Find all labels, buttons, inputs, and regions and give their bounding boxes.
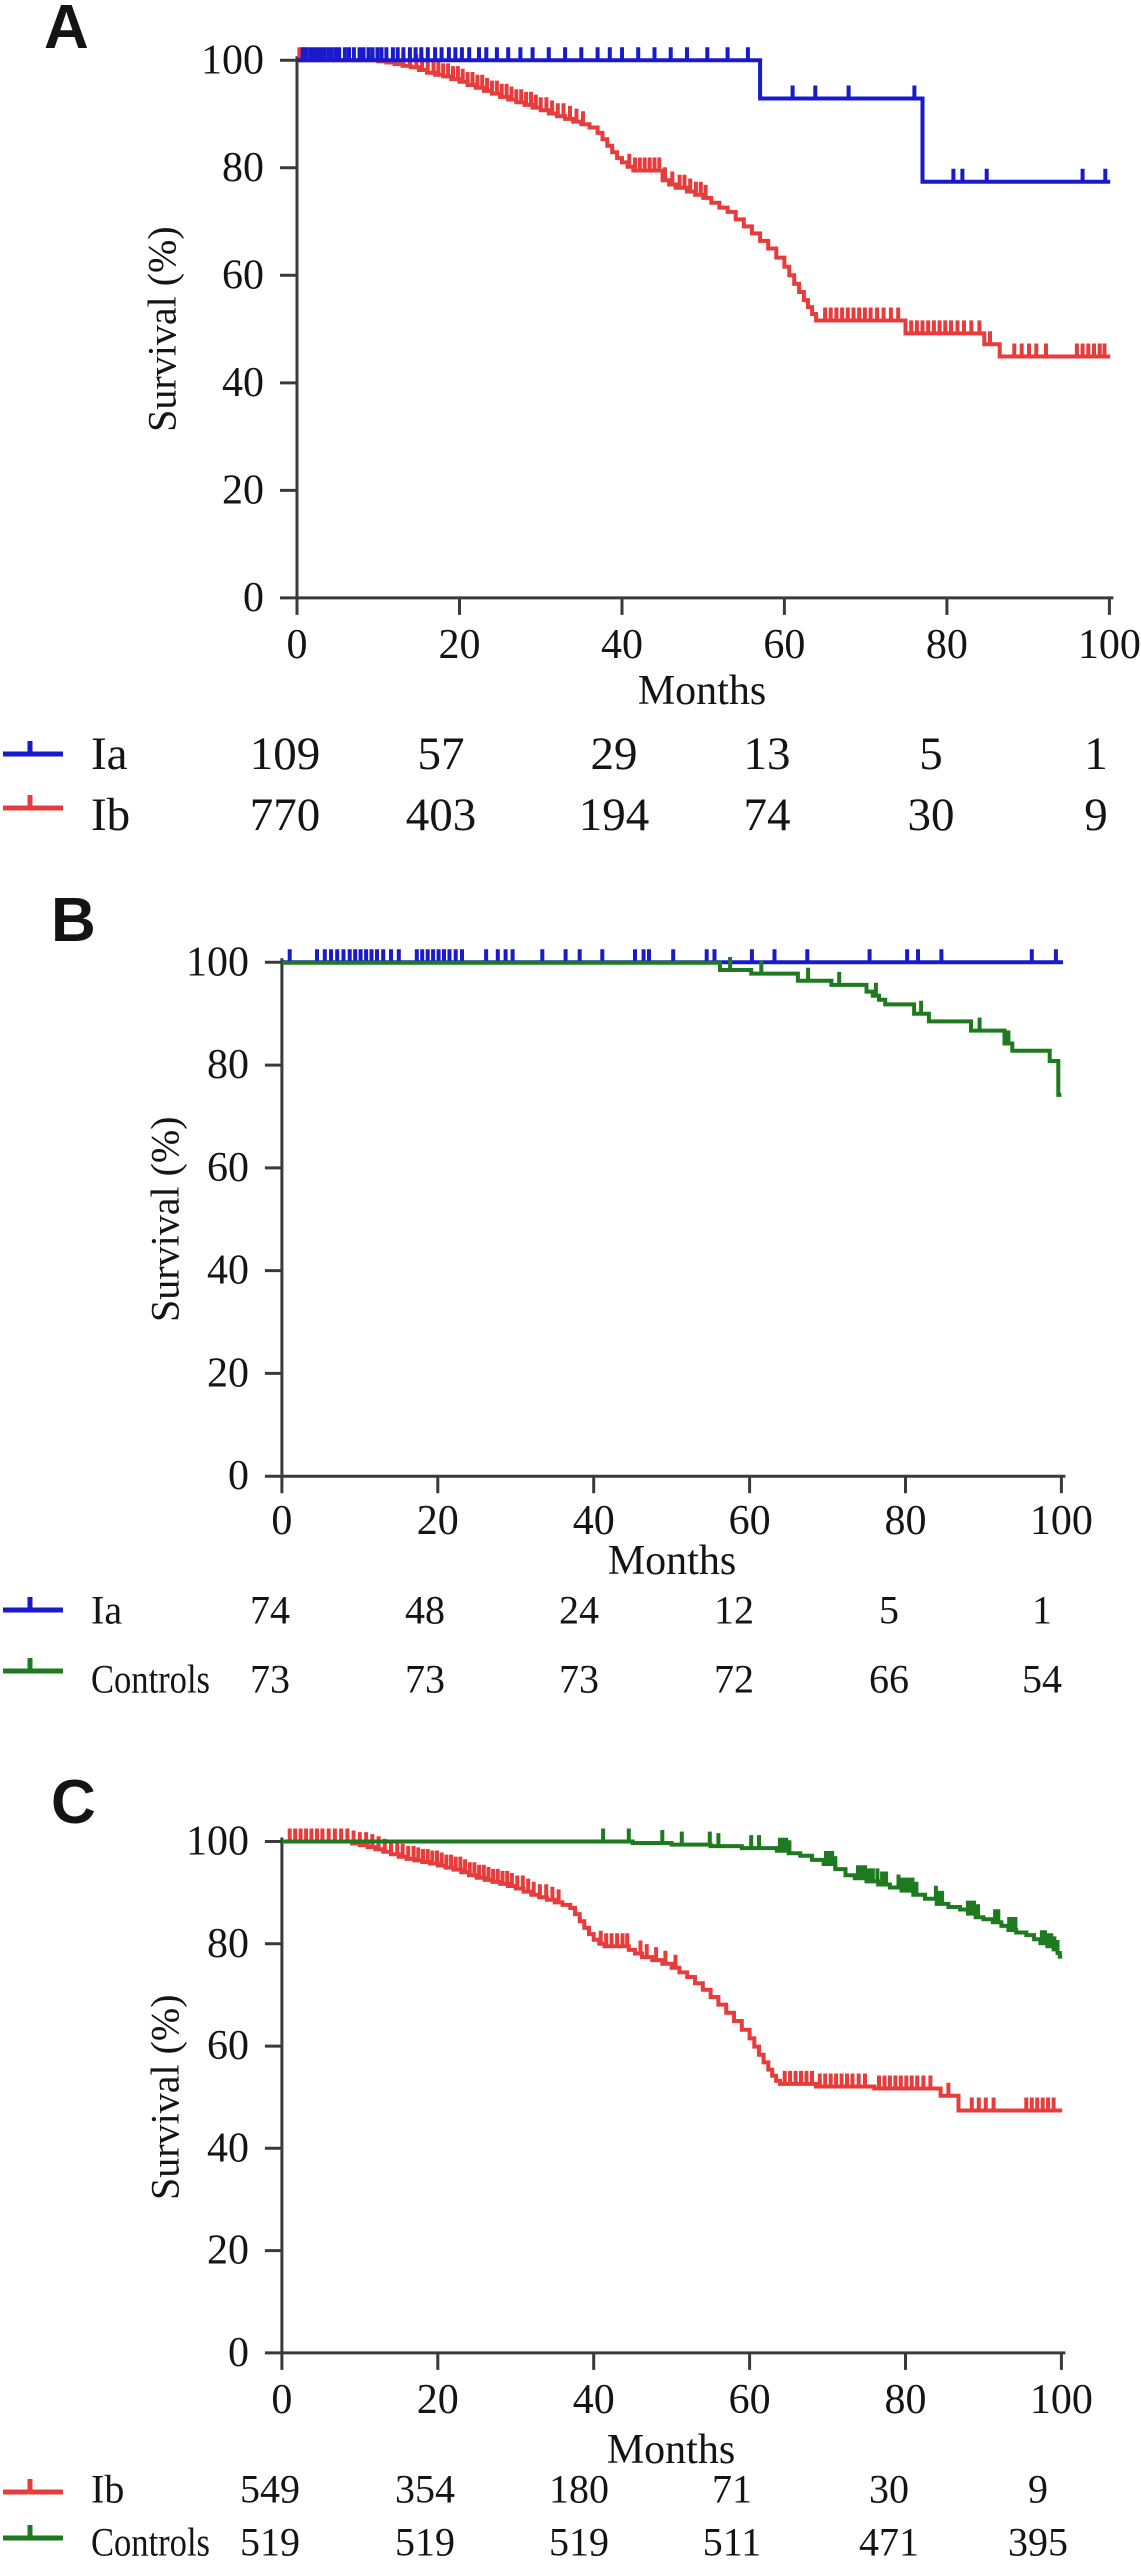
svg-text:80: 80 [926,622,968,668]
svg-text:20: 20 [439,622,481,668]
svg-text:519: 519 [549,2520,609,2560]
svg-text:20: 20 [417,2377,459,2423]
svg-text:20: 20 [222,467,264,513]
svg-text:194: 194 [579,789,650,841]
svg-text:29: 29 [591,728,638,780]
svg-text:60: 60 [729,1498,771,1544]
svg-text:73: 73 [559,1657,599,1702]
svg-text:1: 1 [1032,1588,1052,1633]
svg-text:40: 40 [573,2377,615,2423]
svg-text:Ia: Ia [91,1588,122,1633]
svg-text:A: A [44,0,89,62]
svg-text:57: 57 [418,728,465,780]
svg-text:72: 72 [714,1657,754,1702]
svg-text:30: 30 [869,2467,909,2512]
svg-text:Ia: Ia [91,728,128,780]
svg-text:60: 60 [763,622,805,668]
svg-text:Months: Months [608,1538,736,1584]
svg-text:71: 71 [712,2467,752,2512]
svg-text:73: 73 [250,1657,290,1702]
svg-text:24: 24 [559,1588,599,1633]
svg-text:180: 180 [549,2467,609,2512]
svg-text:Months: Months [638,668,766,714]
svg-text:511: 511 [703,2520,762,2560]
svg-text:770: 770 [250,789,321,841]
svg-text:519: 519 [240,2520,300,2560]
svg-text:20: 20 [207,2228,249,2274]
svg-text:40: 40 [601,622,643,668]
svg-text:Controls: Controls [91,2520,210,2560]
svg-text:13: 13 [744,728,791,780]
svg-text:9: 9 [1084,789,1108,841]
svg-text:B: B [51,886,96,955]
svg-text:60: 60 [729,2377,771,2423]
svg-text:40: 40 [207,1248,249,1294]
svg-text:Ib: Ib [91,789,130,841]
svg-text:471: 471 [859,2520,919,2560]
svg-text:100: 100 [186,939,249,985]
svg-text:80: 80 [885,2377,927,2423]
svg-text:100: 100 [1078,622,1141,668]
svg-text:Survival (%): Survival (%) [143,1116,188,1322]
svg-text:48: 48 [405,1588,445,1633]
svg-text:40: 40 [207,2125,249,2171]
svg-text:80: 80 [885,1498,927,1544]
svg-text:395: 395 [1008,2520,1068,2560]
svg-text:74: 74 [744,789,791,841]
svg-text:60: 60 [207,2023,249,2069]
svg-text:0: 0 [228,1453,249,1499]
svg-text:73: 73 [405,1657,445,1702]
svg-text:66: 66 [869,1657,909,1702]
svg-text:60: 60 [207,1145,249,1191]
svg-text:40: 40 [573,1498,615,1544]
svg-text:354: 354 [395,2467,455,2512]
svg-text:100: 100 [201,37,264,83]
svg-text:100: 100 [1030,2377,1093,2423]
svg-text:519: 519 [395,2520,455,2560]
svg-text:5: 5 [879,1588,899,1633]
svg-text:20: 20 [417,1498,459,1544]
svg-text:60: 60 [222,252,264,298]
svg-text:109: 109 [250,728,321,780]
svg-text:C: C [51,1768,96,1837]
svg-text:30: 30 [908,789,955,841]
svg-text:Controls: Controls [91,1657,210,1702]
svg-text:74: 74 [250,1588,290,1633]
svg-text:Survival (%): Survival (%) [140,226,185,432]
svg-text:54: 54 [1022,1657,1062,1702]
svg-text:549: 549 [240,2467,300,2512]
svg-text:100: 100 [1030,1498,1093,1544]
svg-text:0: 0 [271,2377,292,2423]
svg-text:80: 80 [207,1042,249,1088]
svg-text:Survival (%): Survival (%) [143,1994,188,2200]
svg-text:80: 80 [207,1921,249,1967]
svg-text:5: 5 [919,728,943,780]
svg-text:403: 403 [406,789,477,841]
svg-text:0: 0 [228,2330,249,2376]
svg-text:0: 0 [287,622,308,668]
svg-text:0: 0 [243,575,264,621]
svg-text:100: 100 [186,1819,249,1865]
svg-text:20: 20 [207,1350,249,1396]
svg-text:80: 80 [222,145,264,191]
svg-text:40: 40 [222,360,264,406]
svg-text:Months: Months [607,2427,735,2473]
svg-text:12: 12 [714,1588,754,1633]
svg-text:1: 1 [1084,728,1108,780]
svg-text:Ib: Ib [91,2467,124,2512]
svg-text:9: 9 [1028,2467,1048,2512]
svg-text:0: 0 [271,1498,292,1544]
